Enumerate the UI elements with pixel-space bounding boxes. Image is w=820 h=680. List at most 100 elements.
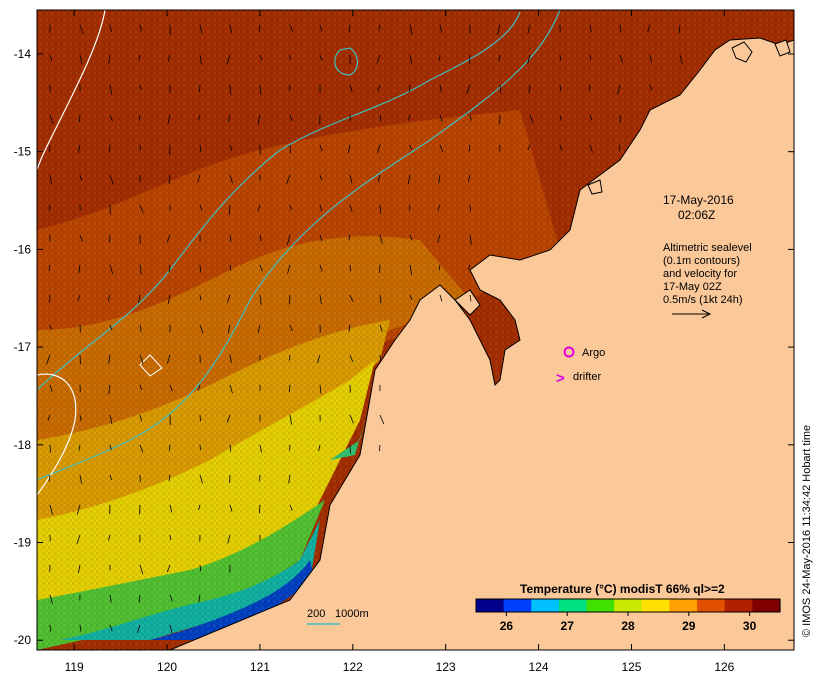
- velocity-arrow: [199, 24, 203, 34]
- velocity-arrow: [168, 174, 171, 185]
- velocity-arrow: [289, 504, 293, 511]
- velocity-arrow: [229, 234, 232, 242]
- velocity-arrow: [349, 354, 354, 363]
- velocity-arrow: [348, 234, 351, 241]
- velocity-arrow: [229, 24, 233, 34]
- velocity-arrow: [199, 294, 202, 301]
- velocity-arrow: [527, 144, 531, 151]
- velocity-arrow: [198, 114, 201, 121]
- velocity-arrow: [228, 204, 231, 215]
- velocity-arrow: [139, 444, 144, 453]
- velocity-arrow: [349, 294, 354, 302]
- velocity-arrow: [289, 204, 292, 210]
- velocity-arrow: [78, 444, 81, 451]
- velocity-arrow: [378, 444, 381, 452]
- velocity-arrow: [438, 174, 441, 184]
- velocity-arrow: [77, 564, 81, 574]
- velocity-arrow: [319, 54, 323, 62]
- colorbar-cell: [614, 599, 643, 612]
- velocity-arrow: [469, 114, 472, 121]
- x-tick-label: 122: [343, 660, 363, 674]
- velocity-arrow: [289, 414, 292, 425]
- velocity-arrow: [257, 204, 261, 212]
- velocity-arrow: [48, 264, 51, 271]
- velocity-arrow: [288, 384, 291, 392]
- velocity-arrow: [109, 594, 112, 603]
- velocity-arrow: [408, 204, 411, 211]
- isobath-1000m-loop: [139, 354, 163, 377]
- velocity-arrow: [169, 594, 173, 602]
- velocity-arrow: [379, 354, 381, 361]
- velocity-arrow: [79, 234, 83, 242]
- velocity-arrow: [349, 174, 353, 184]
- velocity-arrow: [379, 114, 382, 122]
- y-tick-label: -16: [14, 242, 32, 256]
- y-axis: -14 -15 -16 -17 -18 -19 -20: [14, 47, 794, 647]
- colorbar-cell: [669, 599, 698, 612]
- velocity-arrow: [349, 84, 353, 93]
- velocity-arrow: [289, 24, 294, 33]
- velocity-arrow: [469, 294, 472, 302]
- velocity-arrow: [348, 324, 351, 332]
- velocity-arrow: [289, 294, 291, 305]
- colorbar-tick-label: 30: [743, 619, 757, 633]
- velocity-arrow: [259, 234, 262, 242]
- y-tick-label: -17: [14, 340, 32, 354]
- velocity-arrow: [168, 444, 171, 451]
- velocity-arrow: [619, 54, 624, 63]
- velocity-arrow: [319, 24, 323, 32]
- velocity-arrow: [409, 264, 413, 275]
- velocity-arrow: [349, 264, 351, 272]
- velocity-arrow: [167, 294, 171, 304]
- velocity-arrow: [319, 174, 323, 181]
- velocity-arrow: [377, 174, 381, 182]
- velocity-arrow: [468, 174, 471, 182]
- velocity-arrow: [589, 144, 593, 153]
- velocity-arrow: [438, 264, 441, 271]
- velocity-arrow: [139, 114, 141, 121]
- velocity-arrow: [619, 24, 622, 33]
- velocity-arrow: [229, 504, 233, 512]
- x-tick-label: 123: [436, 660, 456, 674]
- velocity-arrow: [319, 204, 323, 212]
- colorbar-tick-label: 28: [621, 619, 635, 633]
- velocity-arrow: [227, 324, 231, 334]
- velocity-arrow: [78, 264, 81, 274]
- velocity-arrow: [619, 114, 621, 123]
- velocity-arrow: [138, 594, 141, 603]
- velocity-arrow: [439, 144, 444, 153]
- velocity-arrow: [79, 24, 84, 35]
- velocity-arrow: [469, 234, 472, 245]
- velocity-arrow: [108, 534, 111, 541]
- velocity-arrow: [289, 324, 293, 332]
- velocity-arrow: [319, 264, 323, 272]
- velocity-arrow: [408, 114, 411, 121]
- colorbar-tick-label: 27: [561, 619, 575, 633]
- velocity-arrow: [229, 444, 232, 452]
- velocity-arrow: [166, 564, 171, 573]
- colorbar-cell: [752, 599, 781, 612]
- velocity-arrow: [109, 474, 113, 480]
- velocity-arrow: [318, 444, 321, 452]
- velocity-arrow: [226, 54, 231, 65]
- velocity-arrow: [77, 144, 81, 154]
- y-tick-label: -18: [14, 438, 32, 452]
- colorbar-ticks: 26 27 28 29 30: [500, 612, 757, 633]
- x-tick-label: 120: [157, 660, 177, 674]
- velocity-arrow: [109, 624, 113, 632]
- velocity-arrow: [379, 234, 383, 244]
- colorbar-cell: [697, 599, 726, 612]
- velocity-arrow: [348, 24, 351, 33]
- velocity-arrow: [649, 54, 652, 63]
- velocity-arrow: [77, 294, 81, 302]
- velocity-arrow: [259, 54, 263, 61]
- velocity-arrow: [169, 504, 173, 513]
- velocity-arrow: [377, 84, 381, 91]
- velocity-arrow: [289, 114, 293, 122]
- velocity-arrow: [136, 624, 141, 634]
- plot-frame: [36, 9, 795, 651]
- velocity-arrow: [49, 174, 52, 184]
- velocity-arrow: [528, 84, 531, 93]
- velocity-arrow: [319, 384, 322, 394]
